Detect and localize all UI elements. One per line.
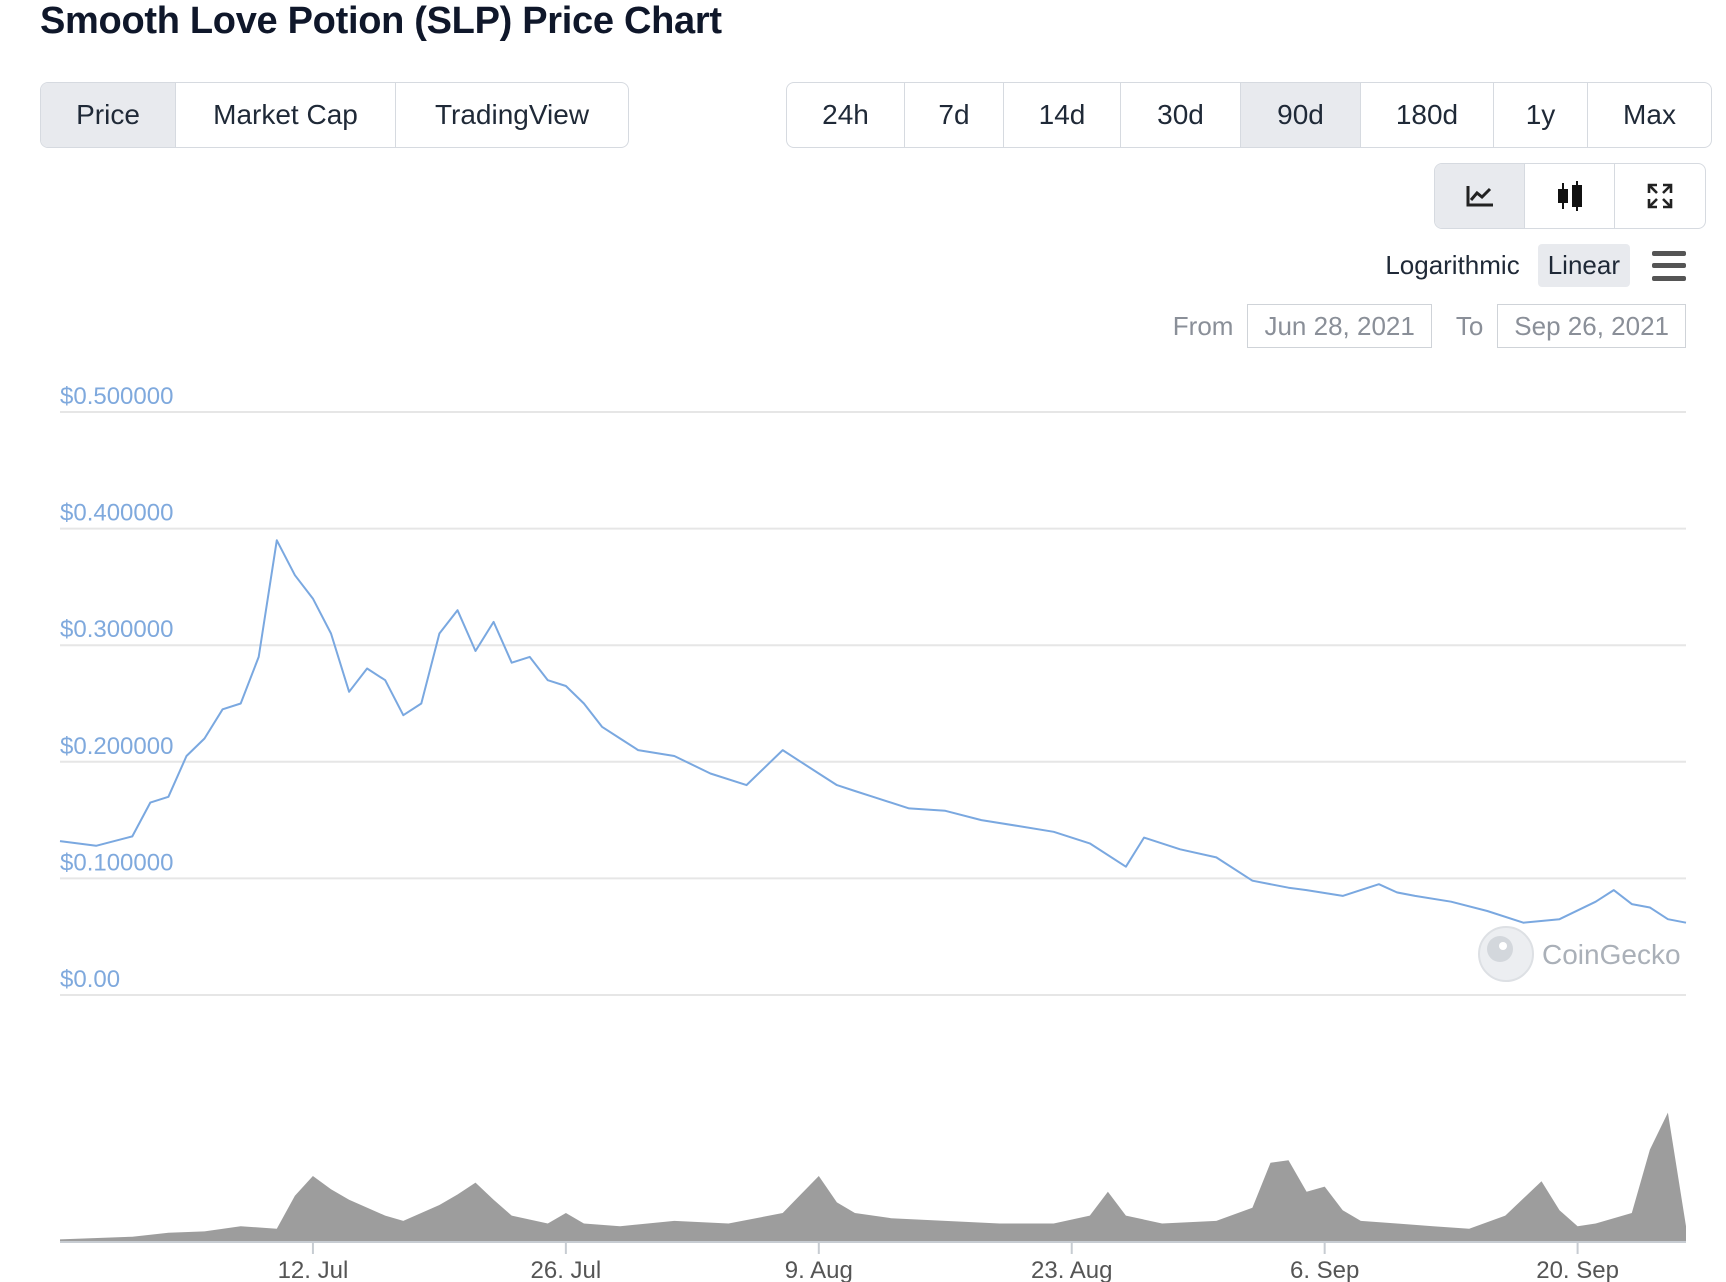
range-90d-button[interactable]: 90d: [1241, 83, 1361, 147]
coingecko-watermark: CoinGecko: [1478, 926, 1681, 982]
range-max-button[interactable]: Max: [1623, 99, 1676, 130]
coingecko-brand: CoinGecko: [1542, 939, 1681, 970]
time-range-selector: 24h 7d 14d 30d 90d 180d 1y Max: [786, 82, 1712, 148]
volume-area: [60, 1112, 1686, 1242]
x-tick-label: 6. Sep: [1290, 1257, 1359, 1282]
price-line: [59, 539, 1687, 924]
fullscreen-button[interactable]: [1615, 164, 1705, 228]
y-tick-label: $0.100000: [60, 849, 173, 876]
x-tick-label: 23. Aug: [1031, 1257, 1112, 1282]
y-tick-label: $0.300000: [60, 616, 173, 643]
menu-icon[interactable]: [1652, 250, 1686, 281]
to-label: To: [1455, 310, 1484, 341]
range-30d-button[interactable]: 30d: [1121, 83, 1241, 147]
candlestick-button[interactable]: [1525, 164, 1615, 228]
line-chart-icon: [1466, 186, 1493, 207]
x-tick-label: 12. Jul: [278, 1257, 349, 1282]
linear-scale-button[interactable]: Linear: [1537, 244, 1630, 287]
range-180d-button[interactable]: 180d: [1361, 83, 1494, 147]
from-date-input[interactable]: Jun 28, 2021: [1247, 304, 1432, 348]
y-tick-label: $0.400000: [60, 500, 173, 527]
range-1y-button[interactable]: 1y: [1494, 83, 1588, 147]
fullscreen-icon: [1647, 183, 1673, 209]
x-tick-label: 26. Jul: [531, 1257, 602, 1282]
range-24h-button[interactable]: 24h: [787, 83, 905, 147]
date-range: From Jun 28, 2021 To Sep 26, 2021: [1173, 304, 1686, 348]
page-title: Smooth Love Potion (SLP) Price Chart: [40, 0, 722, 42]
y-tick-label: $0.200000: [60, 733, 173, 760]
to-date-input[interactable]: Sep 26, 2021: [1497, 304, 1686, 348]
chart-type-tabs: Price Market Cap TradingView: [40, 82, 629, 148]
y-tick-label: $0.500000: [60, 383, 173, 410]
tab-tradingview[interactable]: TradingView: [434, 99, 590, 130]
from-label: From: [1172, 310, 1234, 341]
candlestick-icon: [1557, 181, 1582, 211]
x-tick-label: 20. Sep: [1536, 1257, 1619, 1282]
range-7d-button[interactable]: 7d: [905, 83, 1004, 147]
range-14d-button[interactable]: 14d: [1004, 83, 1121, 147]
x-tick-label: 9. Aug: [785, 1257, 853, 1282]
line-chart-button[interactable]: [1435, 164, 1525, 228]
chart-tools: [1434, 163, 1706, 229]
scale-selector: Logarithmic Linear: [1375, 244, 1686, 287]
logarithmic-scale-button[interactable]: Logarithmic: [1385, 250, 1520, 280]
y-tick-label: $0.00: [60, 966, 120, 993]
tab-market-cap[interactable]: Market Cap: [176, 83, 396, 147]
tab-price[interactable]: Price: [41, 83, 176, 147]
